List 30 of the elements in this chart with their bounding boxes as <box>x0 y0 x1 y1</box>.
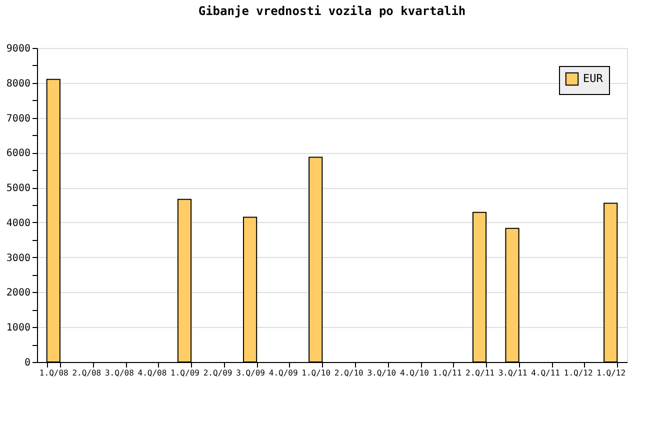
x-tick-label: 1.Q/10 <box>302 368 331 378</box>
y-tick-label: 2000 <box>6 288 30 299</box>
y-tick-label: 7000 <box>6 113 30 124</box>
legend-label: EUR <box>583 72 604 85</box>
x-tick-label: 3.Q/10 <box>367 368 396 378</box>
x-tick-label: 1.Q/12 <box>596 368 626 378</box>
y-tick-label: 8000 <box>6 78 30 90</box>
y-tick-label: 0 <box>24 358 30 368</box>
x-tick-label: 2.Q/09 <box>203 368 232 378</box>
y-tick-label: 5000 <box>6 183 30 194</box>
y-tick-label: 4000 <box>6 218 30 229</box>
y-tick-label: 6000 <box>6 148 30 160</box>
x-tick-label: 2.Q/11 <box>466 368 495 378</box>
y-tick-label: 1000 <box>6 322 30 334</box>
y-tick-label: 3000 <box>6 252 30 264</box>
x-tick-label: 1.Q/12 <box>564 368 593 378</box>
x-tick-label: 3.Q/09 <box>236 368 266 378</box>
chart-title: Gibanje vrednosti vozila po kvartalih <box>198 4 466 18</box>
x-tick-label: 4.Q/09 <box>268 368 298 378</box>
x-tick-label: 3.Q/08 <box>104 368 134 378</box>
x-tick-label: 3.Q/11 <box>498 368 528 378</box>
x-tick-label: 4.Q/11 <box>531 368 560 378</box>
x-tick-label: 4.Q/08 <box>138 368 167 378</box>
x-tick-label: 1.Q/08 <box>39 368 69 378</box>
x-tick-label: 2.Q/08 <box>72 368 102 378</box>
x-tick-label: 4.Q/10 <box>400 368 430 378</box>
x-tick-label: 1.Q/11 <box>432 368 462 378</box>
y-tick-label: 9000 <box>6 44 30 54</box>
x-tick-label: 2.Q/10 <box>334 368 364 378</box>
x-tick-label: 1.Q/09 <box>170 368 200 378</box>
